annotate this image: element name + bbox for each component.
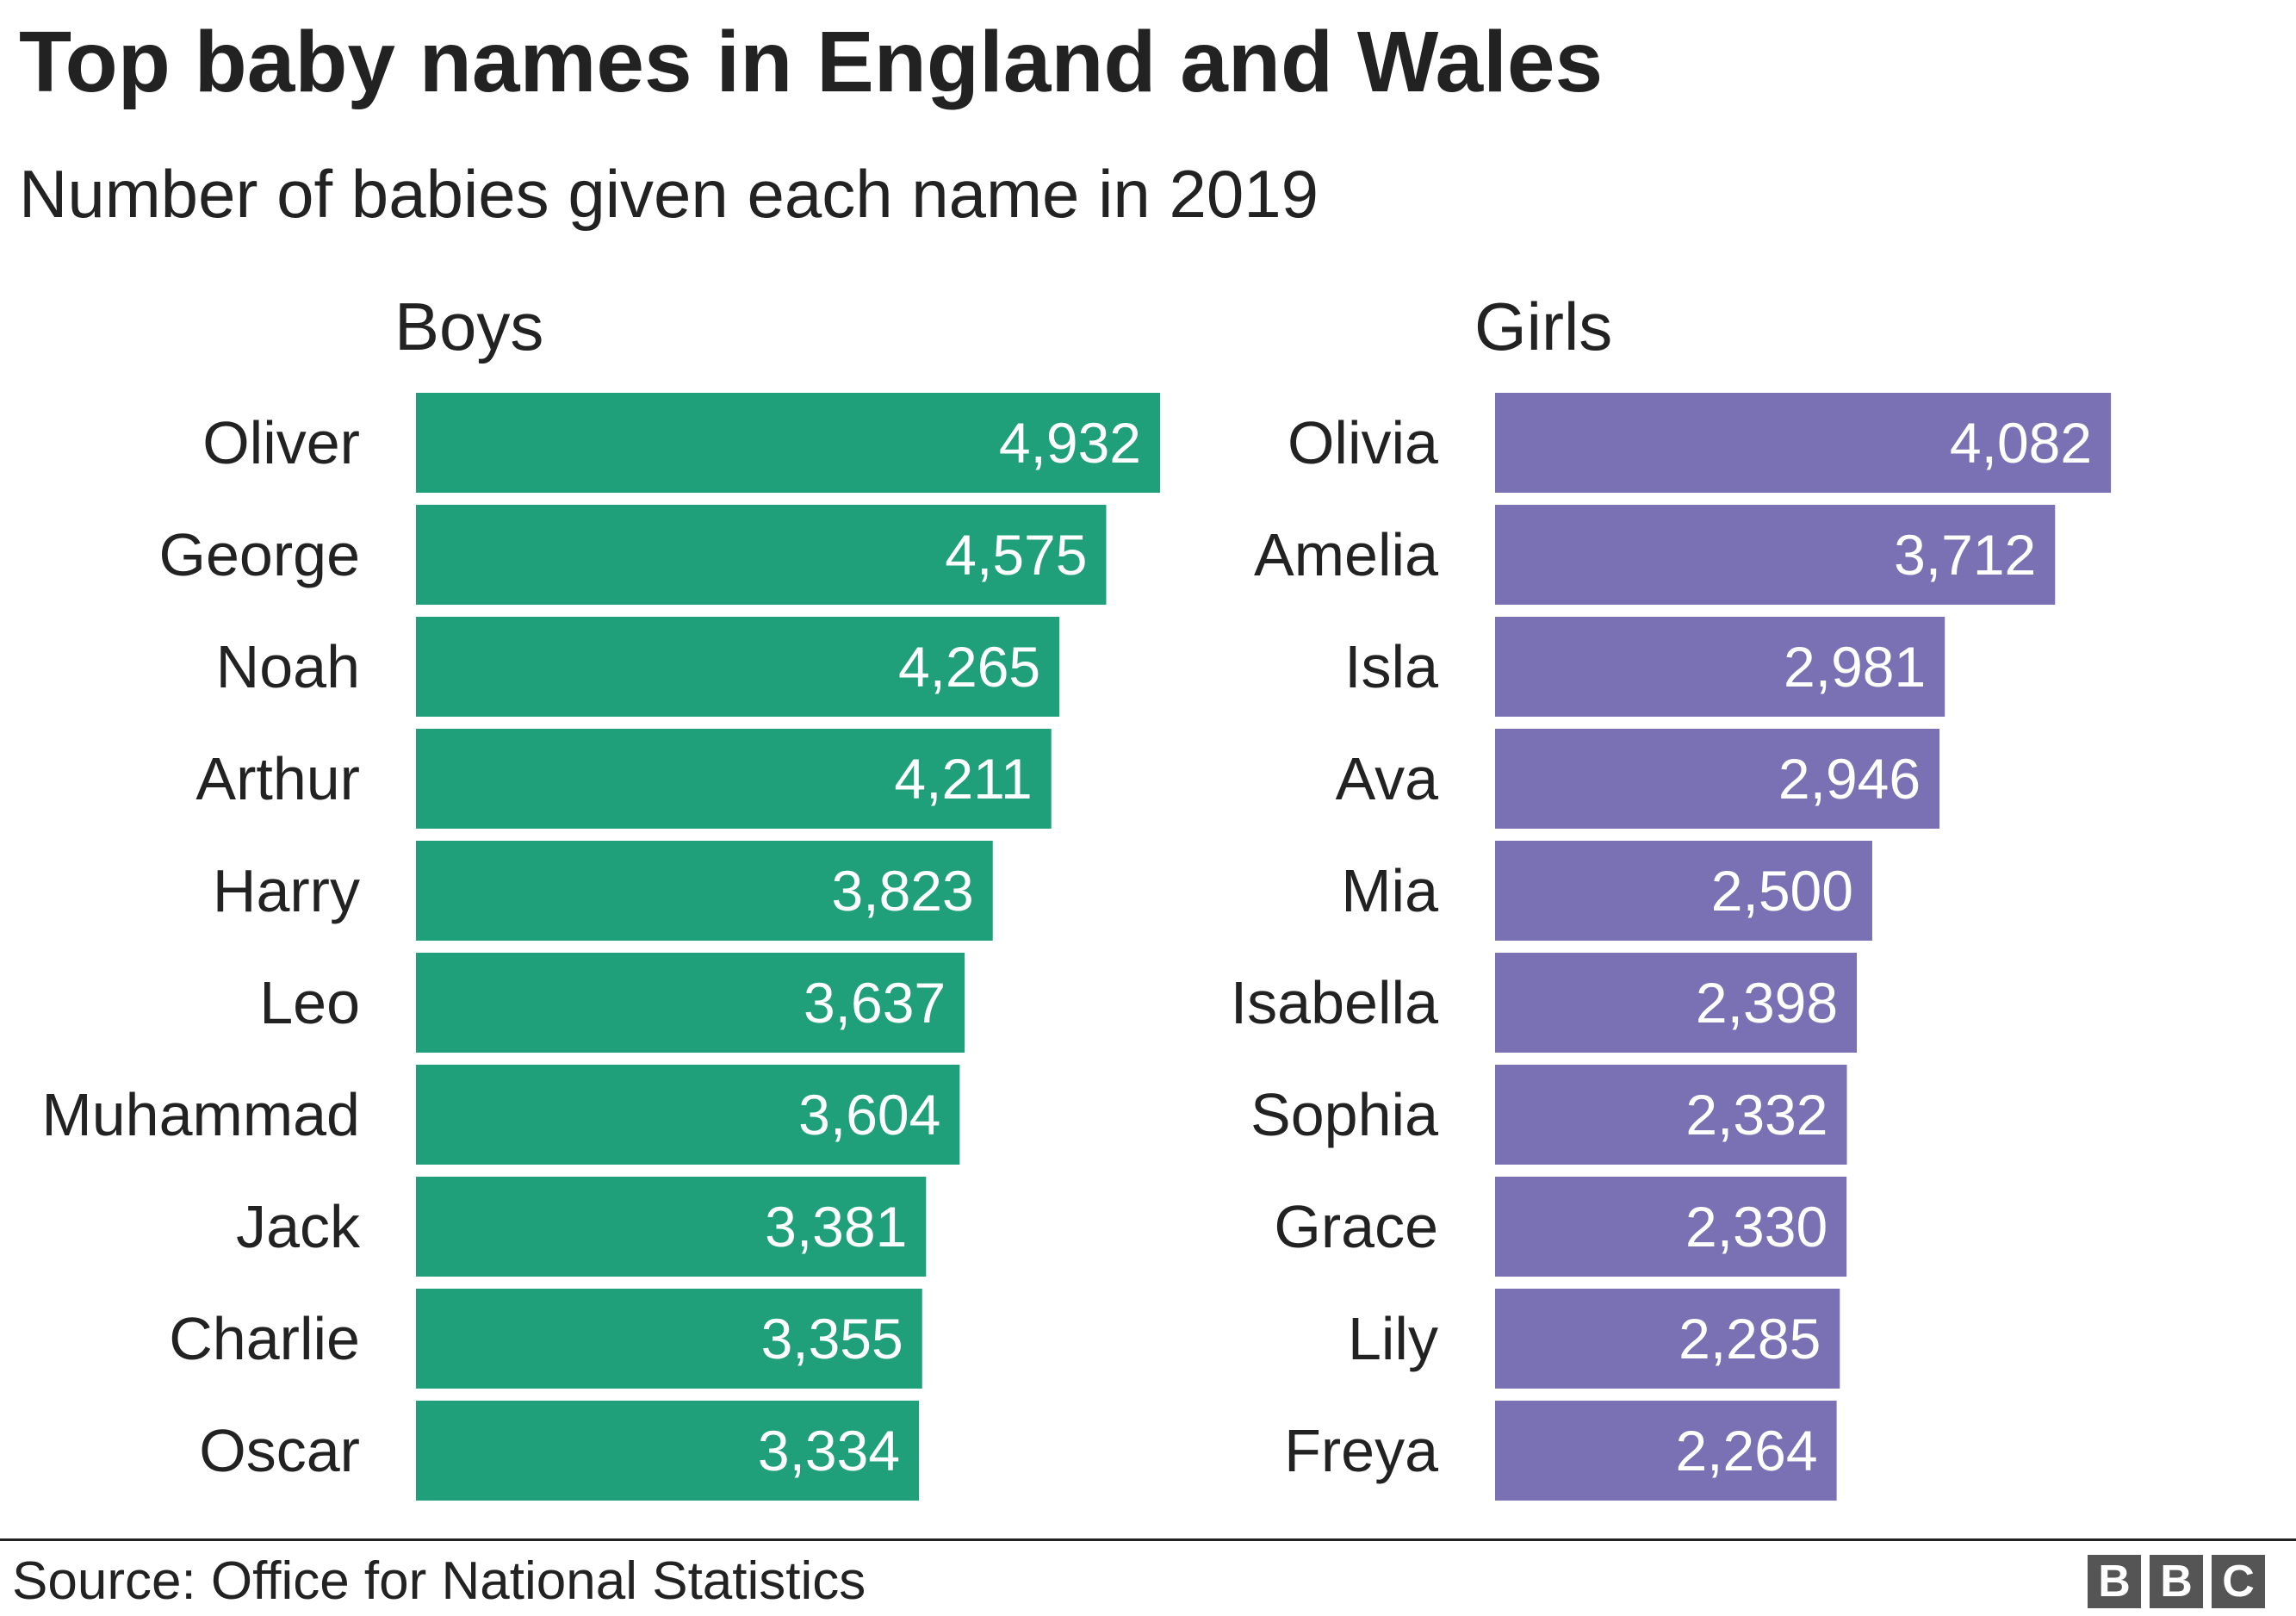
source-note: Source: Office for National Statistics xyxy=(12,1551,866,1611)
girls-bar-ava xyxy=(1495,729,1940,829)
girls-panel-title: Girls xyxy=(1474,289,1612,364)
boys-category-label: Charlie xyxy=(169,1305,360,1372)
girls-category-label: Grace xyxy=(1274,1193,1438,1260)
boys-bar-charlie xyxy=(416,1289,922,1389)
boys-category-label: George xyxy=(159,521,360,588)
boys-value-label: 4,211 xyxy=(894,747,1032,811)
boys-category-label: Harry xyxy=(213,857,360,924)
girls-category-label: Isabella xyxy=(1231,969,1438,1036)
girls-value-label: 2,332 xyxy=(1685,1083,1827,1147)
girls-bar-amelia xyxy=(1495,505,2056,605)
boys-bar-arthur xyxy=(416,729,1052,829)
boys-value-label: 3,604 xyxy=(798,1083,940,1147)
girls-bar-olivia xyxy=(1495,393,2112,493)
girls-bar-grace xyxy=(1495,1177,1847,1277)
boys-value-label: 3,334 xyxy=(758,1419,900,1482)
logo-letter-b1: B xyxy=(2088,1555,2141,1608)
girls-value-label: 2,264 xyxy=(1675,1419,1817,1482)
boys-value-label: 4,932 xyxy=(999,411,1141,475)
source-divider xyxy=(0,1538,2296,1541)
girls-category-label: Freya xyxy=(1284,1417,1438,1484)
girls-value-label: 4,082 xyxy=(1950,411,2092,475)
girls-category-label: Lily xyxy=(1348,1305,1438,1372)
boys-bar-leo xyxy=(416,953,965,1053)
girls-category-label: Isla xyxy=(1344,633,1438,700)
boys-bar-noah xyxy=(416,617,1060,717)
girls-bar-sophia xyxy=(1495,1065,1847,1165)
boys-category-label: Leo xyxy=(259,969,360,1036)
girls-bar-isabella xyxy=(1495,953,1858,1053)
boys-bar-oscar xyxy=(416,1401,920,1501)
boys-category-label: Muhammad xyxy=(41,1081,360,1148)
boys-bar-harry xyxy=(416,841,993,941)
boys-category-label: Jack xyxy=(236,1193,361,1260)
girls-bar-freya xyxy=(1495,1401,1837,1501)
boys-category-label: Arthur xyxy=(195,745,360,812)
bar-charts: Boys Oliver 4,932 George 4,575 Noah 4,265 Arthu… xyxy=(41,289,2112,1501)
logo-letter-c: C xyxy=(2212,1555,2265,1608)
boys-category-label: Oscar xyxy=(199,1417,360,1484)
boys-bar-jack xyxy=(416,1177,927,1277)
girls-value-label: 2,500 xyxy=(1711,859,1853,923)
boys-category-label: Noah xyxy=(216,633,360,700)
girls-bar-lily xyxy=(1495,1289,1840,1389)
bbc-logo: B B C xyxy=(2088,1555,2265,1608)
boys-panel: Boys Oliver 4,932 George 4,575 Noah 4,265 Arthu… xyxy=(41,289,1160,1501)
boys-value-label: 3,637 xyxy=(804,971,946,1035)
boys-value-label: 3,355 xyxy=(761,1307,903,1370)
boys-bar-george xyxy=(416,505,1107,605)
chart-title: Top baby names in England and Wales xyxy=(19,14,1604,110)
boys-bar-oliver xyxy=(416,393,1160,493)
girls-value-label: 2,946 xyxy=(1778,747,1921,811)
girls-value-label: 2,285 xyxy=(1679,1307,1821,1370)
girls-category-label: Amelia xyxy=(1254,521,1438,588)
girls-value-label: 2,398 xyxy=(1696,971,1838,1035)
girls-bar-isla xyxy=(1495,617,1945,717)
girls-category-label: Olivia xyxy=(1288,409,1438,476)
boys-value-label: 3,823 xyxy=(832,859,974,923)
girls-value-label: 2,330 xyxy=(1685,1195,1827,1259)
boys-value-label: 4,575 xyxy=(945,523,1087,587)
girls-category-label: Mia xyxy=(1341,857,1438,924)
boys-panel-title: Boys xyxy=(394,289,543,364)
boys-bar-muhammad xyxy=(416,1065,960,1165)
girls-bar-mia xyxy=(1495,841,1872,941)
boys-value-label: 4,265 xyxy=(898,635,1040,699)
logo-letter-b2: B xyxy=(2150,1555,2203,1608)
boys-value-label: 3,381 xyxy=(765,1195,907,1259)
girls-category-label: Sophia xyxy=(1250,1081,1438,1148)
girls-panel: Girls Olivia 4,082 Amelia 3,712 Isla 2,981 Ava 2… xyxy=(1231,289,2112,1501)
chart-subtitle: Number of babies given each name in 2019 xyxy=(19,156,1319,232)
girls-value-label: 2,981 xyxy=(1784,635,1926,699)
girls-category-label: Ava xyxy=(1336,745,1438,812)
girls-value-label: 3,712 xyxy=(1894,523,2036,587)
boys-category-label: Oliver xyxy=(202,409,360,476)
